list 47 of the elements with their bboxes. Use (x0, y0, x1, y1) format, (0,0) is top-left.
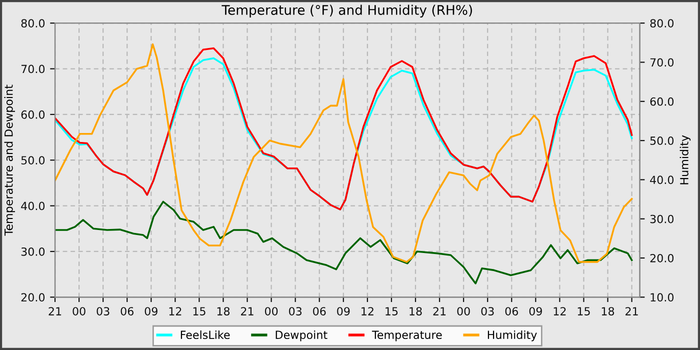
legend-label: Humidity (488, 330, 537, 342)
x-tick-label: 09 (529, 307, 542, 316)
y2-tick-label: 60.0 (650, 97, 674, 106)
y2-tick-label: 80.0 (650, 19, 674, 28)
x-tick-label: 03 (96, 307, 110, 316)
y-tick-label: 70.0 (21, 64, 45, 74)
x-tick-label: 03 (481, 307, 494, 316)
y-tick-label: 60.0 (21, 110, 45, 119)
x-tick-label: 00 (457, 307, 470, 316)
y2-tick-label: 30.0 (650, 214, 674, 224)
x-tick-label: 18 (217, 307, 230, 316)
x-tick-label: 06 (505, 307, 518, 316)
x-tick-label: 18 (410, 307, 422, 316)
x-tick-label: 12 (169, 307, 182, 316)
y2-tick-label: 70.0 (650, 58, 674, 67)
legend-label: Temperature (372, 330, 442, 342)
x-tick-label: 21 (626, 307, 638, 316)
x-tick-label: 21 (241, 307, 254, 316)
x-tick-label: 00 (264, 307, 278, 316)
x-tick-label: 12 (362, 307, 374, 316)
y2-tick-label: 20.0 (650, 254, 674, 262)
x-tick-label: 09 (337, 307, 350, 316)
x-tick-label: 15 (578, 307, 590, 316)
x-tick-label: 21 (433, 307, 446, 316)
x-tick-label: 06 (313, 307, 326, 316)
y-axis-title: Temperature and Dewpoint (4, 84, 16, 236)
y-tick-label: 20.0 (21, 293, 45, 302)
legend-label: Dewpoint (276, 330, 328, 342)
x-tick-label: 03 (289, 307, 302, 316)
x-tick-label: 09 (144, 307, 158, 316)
legend-label: FeelsLike (180, 330, 230, 340)
x-tick-label: 15 (193, 307, 206, 316)
x-tick-label: 21 (48, 307, 62, 316)
y2-tick-label: 50.0 (650, 136, 674, 145)
x-tick-label: 15 (386, 307, 398, 316)
y-tick-label: 40.0 (21, 202, 45, 210)
chart-title: Temperature (°F) and Humidity (RH%) (222, 4, 472, 18)
x-tick-label: 12 (554, 307, 566, 316)
x-tick-label: 00 (72, 307, 86, 316)
x-tick-label: 18 (602, 307, 614, 316)
y2-tick-label: 40.0 (650, 176, 674, 184)
y2-tick-label: 10.0 (650, 293, 674, 302)
y2-axis-title: Humidity (680, 135, 691, 184)
y-tick-label: 80.0 (21, 19, 45, 28)
y-tick-label: 50.0 (21, 156, 45, 165)
y-tick-label: 30.0 (21, 247, 45, 256)
x-tick-label: 06 (120, 307, 134, 316)
